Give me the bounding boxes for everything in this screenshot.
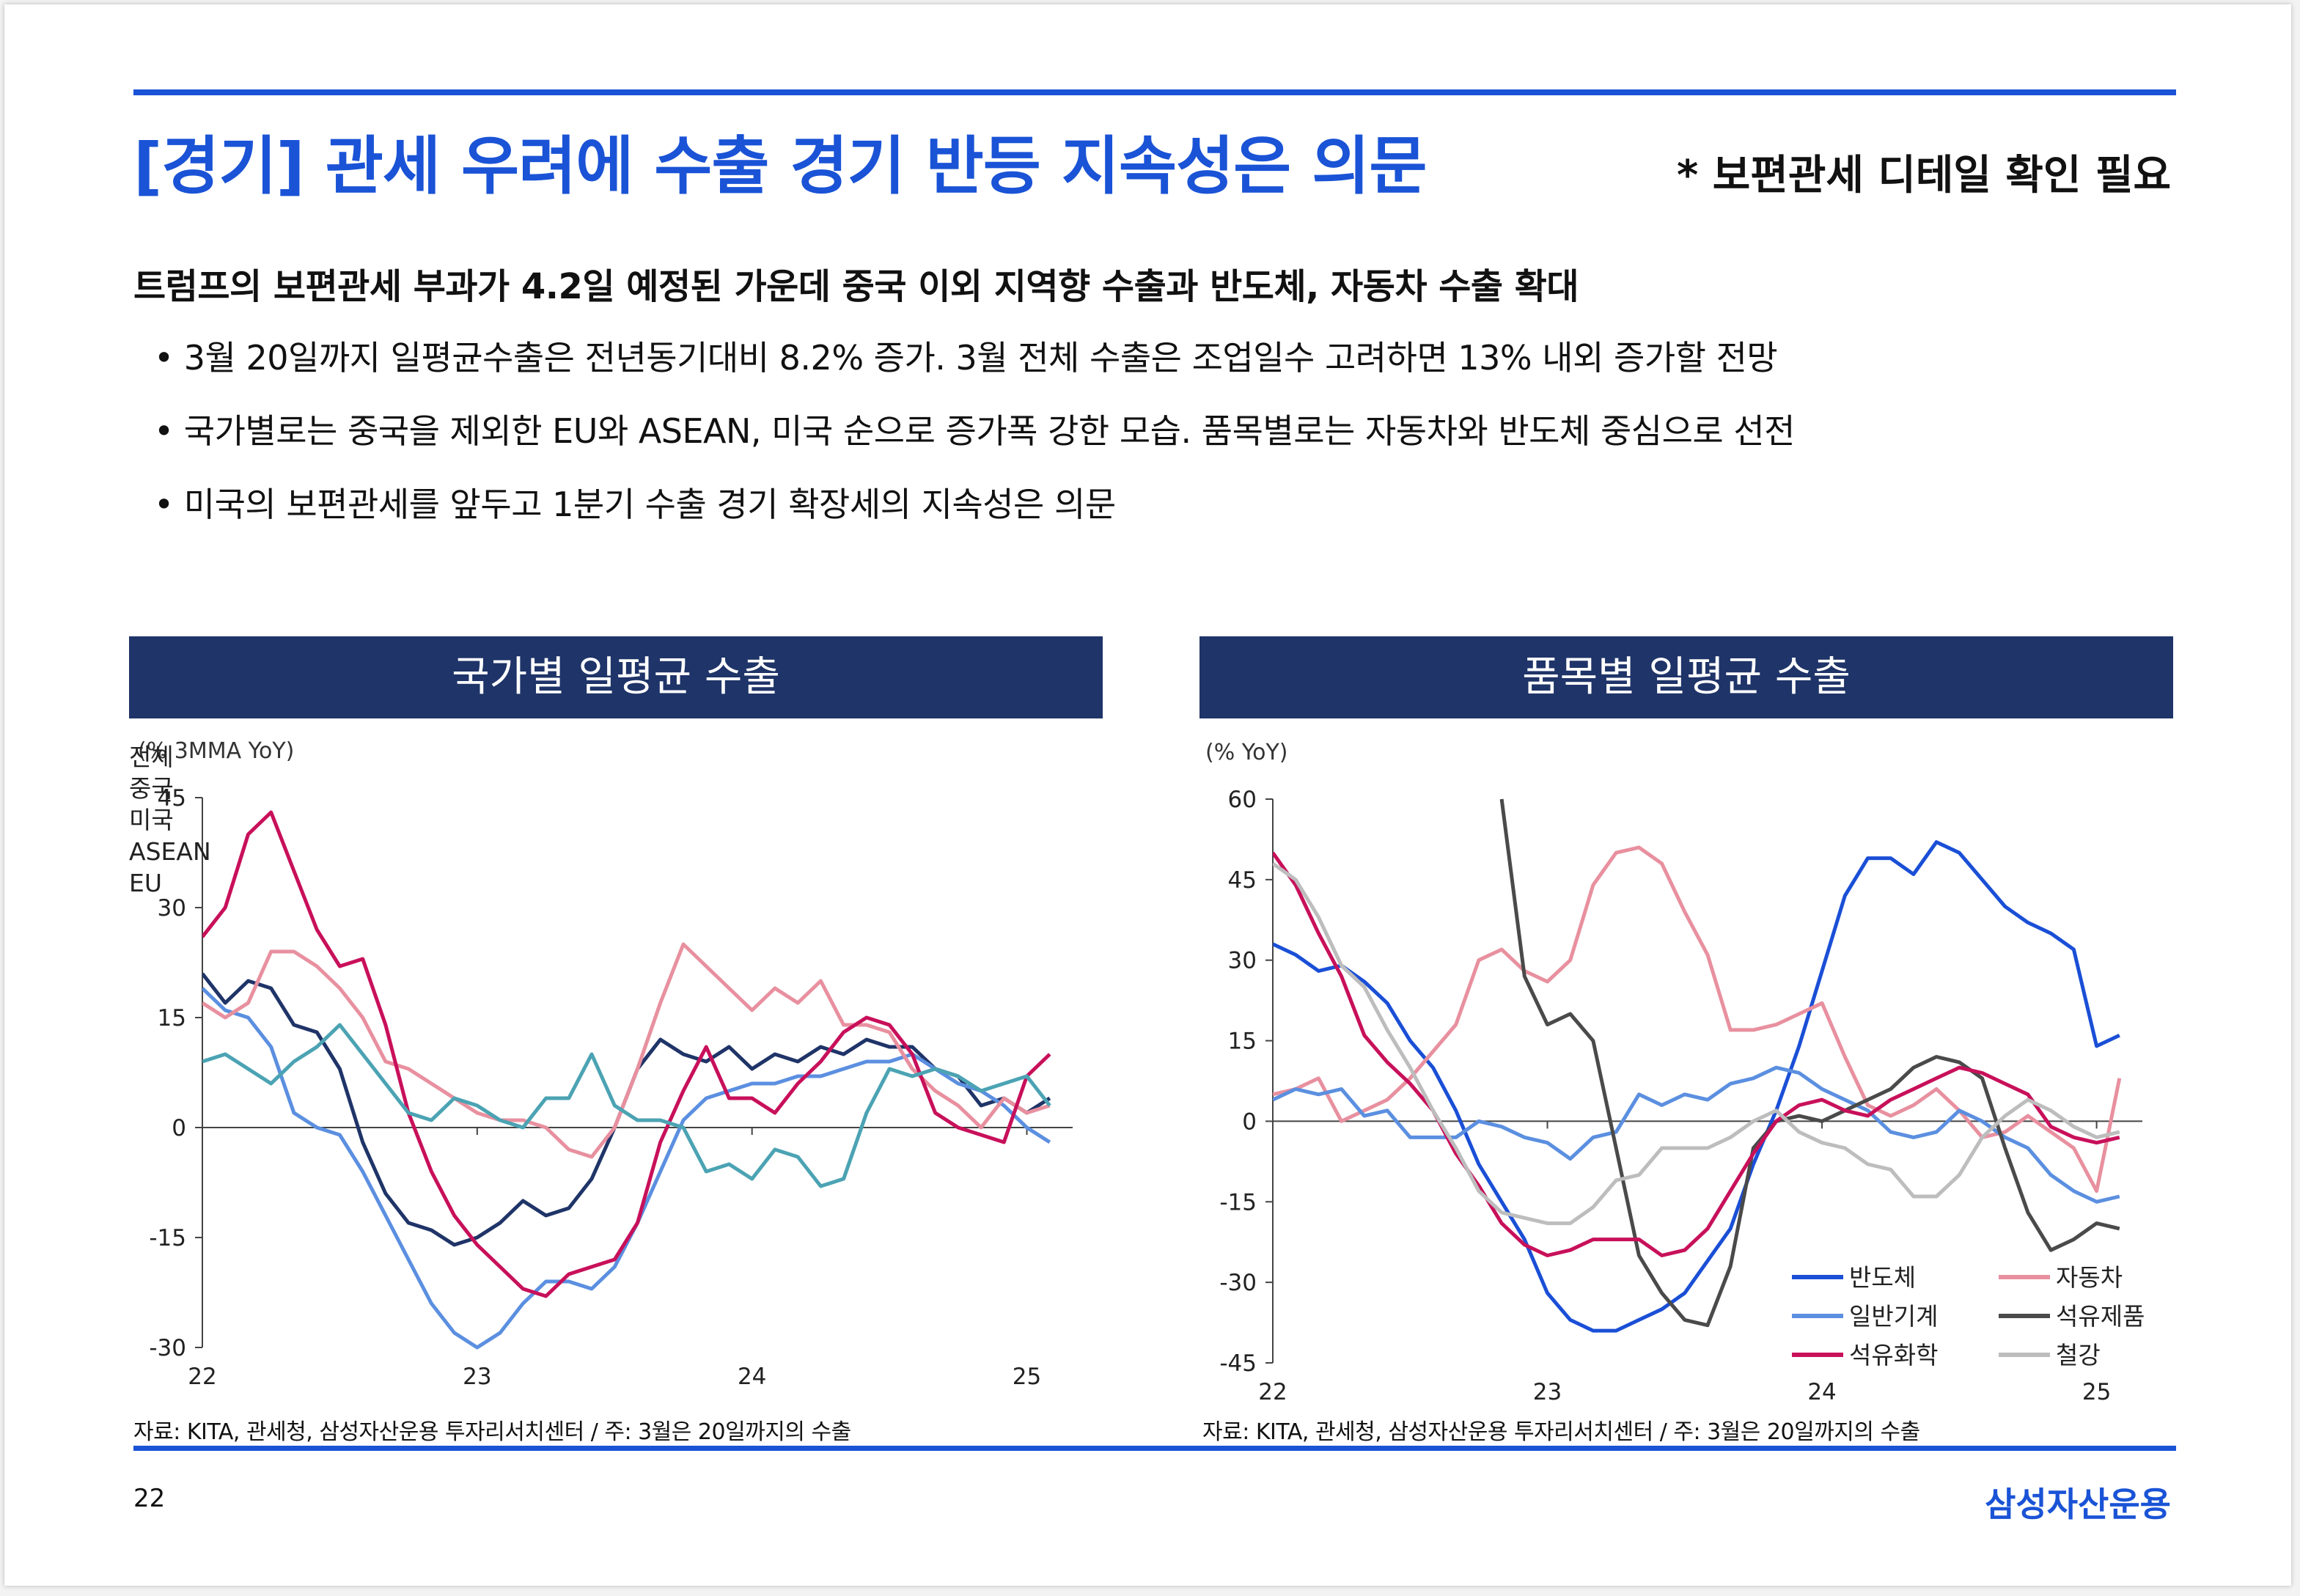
y-axis-unit-label: (% 3MMA YoY) <box>138 738 294 764</box>
legend-label: 미국 <box>129 806 174 834</box>
x-tick-label: 24 <box>1807 1379 1836 1405</box>
summary-bullet: • 국가별로는 중국을 제외한 EU와 ASEAN, 미국 순으로 증가폭 강한… <box>154 411 1796 451</box>
legend-label: 일반기계 <box>1849 1302 1938 1331</box>
series-line-철강 <box>1273 861 2120 1226</box>
top-rule <box>133 89 2176 95</box>
y-axis-unit-label: (% YoY) <box>1205 740 1287 765</box>
series-line-석유화학 <box>1273 851 2120 1257</box>
y-tick-label: -30 <box>149 1335 186 1361</box>
summary-bullet: • 3월 20일까지 일평균수출은 전년동기대비 8.2% 증가. 3월 전체 … <box>154 338 1778 378</box>
series-line-일반기계 <box>1273 1065 2120 1204</box>
legend-label: 전체 <box>129 743 174 771</box>
summary-lead: 트럼프의 보편관세 부과가 4.2일 예정된 가운데 중국 이외 지역향 수출과… <box>133 266 1579 307</box>
y-tick-label: -15 <box>1219 1189 1257 1216</box>
y-tick-label: 45 <box>158 785 186 812</box>
y-tick-label: 45 <box>1228 867 1257 894</box>
y-tick-label: 30 <box>158 895 186 922</box>
page-title: [경기] 관세 우려에 수출 경기 반등 지속성은 의문 <box>133 130 1427 203</box>
legend-label: 자동차 <box>2056 1263 2123 1292</box>
legend-label: 반도체 <box>1849 1263 1916 1292</box>
series-line-EU <box>202 1023 1051 1188</box>
page-number: 22 <box>133 1484 166 1513</box>
x-tick-label: 22 <box>188 1364 216 1390</box>
x-tick-label: 24 <box>738 1364 766 1390</box>
y-tick-label: 30 <box>1228 948 1257 974</box>
series-line-석유제품 <box>1499 798 2120 1328</box>
series-line-자동차 <box>1273 845 2122 1194</box>
x-tick-label: 22 <box>1258 1379 1287 1405</box>
series-line-중국 <box>202 987 1051 1350</box>
series-line-반도체 <box>1273 840 2120 1333</box>
slide: [경기] 관세 우려에 수출 경기 반등 지속성은 의문 * 보편관세 디테일 … <box>4 4 2291 1586</box>
right-chart-header: 품목별 일평균 수출 <box>1199 636 2173 718</box>
right-source-note: 자료: KITA, 관세청, 삼성자산운용 투자리서치센터 / 주: 3월은 2… <box>1202 1419 1920 1445</box>
series-line-ASEAN <box>202 810 1051 1298</box>
y-tick-label: 15 <box>158 1005 186 1031</box>
series-line-전체 <box>202 972 1051 1247</box>
y-tick-label: -30 <box>1219 1270 1257 1296</box>
legend-label: 중국 <box>129 774 174 803</box>
brand-logo-text: 삼성자산운용 <box>1985 1485 2171 1524</box>
y-tick-label: -15 <box>149 1225 186 1251</box>
left-chart-header: 국가별 일평균 수출 <box>129 636 1103 718</box>
summary-bullet: • 미국의 보편관세를 앞두고 1분기 수출 경기 확장세의 지속성은 의문 <box>154 485 1116 524</box>
y-tick-label: 15 <box>1228 1029 1257 1055</box>
header-note: * 보편관세 디테일 확인 필요 <box>1677 152 2171 199</box>
bottom-rule <box>133 1446 2176 1451</box>
legend-label: ASEAN <box>129 837 211 866</box>
x-tick-label: 25 <box>2082 1379 2111 1405</box>
series-line-미국 <box>202 942 1051 1159</box>
x-tick-label: 23 <box>463 1364 491 1390</box>
legend-label: EU <box>129 869 162 897</box>
legend-label: 석유화학 <box>1849 1341 1938 1369</box>
x-tick-label: 25 <box>1013 1364 1041 1390</box>
legend-label: 석유제품 <box>2056 1302 2145 1331</box>
y-tick-label: 0 <box>1242 1108 1257 1135</box>
y-tick-label: -45 <box>1219 1350 1257 1377</box>
left-source-note: 자료: KITA, 관세청, 삼성자산운용 투자리서치센터 / 주: 3월은 2… <box>133 1419 851 1445</box>
y-tick-label: 0 <box>172 1115 186 1141</box>
legend-label: 철강 <box>2056 1341 2101 1369</box>
y-tick-label: 60 <box>1228 787 1257 813</box>
x-tick-label: 23 <box>1533 1379 1562 1405</box>
